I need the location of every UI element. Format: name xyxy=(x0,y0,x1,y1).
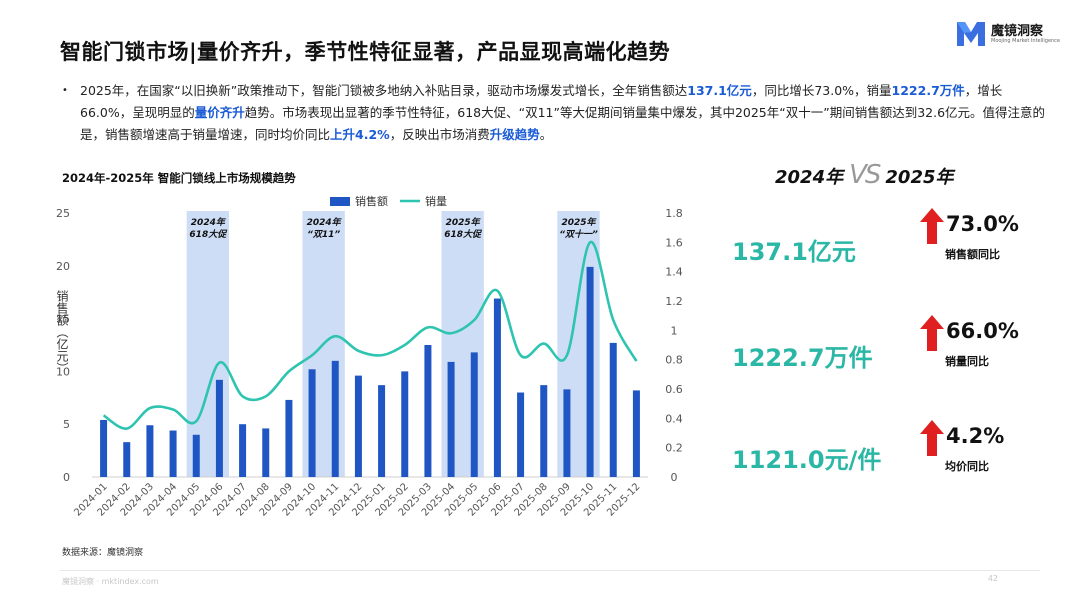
bar-sales xyxy=(285,399,293,477)
y-tick-label: 15 xyxy=(56,313,70,326)
vs-label: VS xyxy=(849,160,881,190)
growth-percent: 66.0% xyxy=(946,319,1019,343)
y2-tick-label: 0.6 xyxy=(665,383,683,396)
promo-label: 2025年 xyxy=(561,217,597,228)
y2-tick-label: 0.4 xyxy=(665,412,683,425)
page-title: 智能门锁市场|量价齐升，季节性特征显著，产品显现高端化趋势 xyxy=(60,40,671,64)
y-tick-label: 25 xyxy=(56,207,70,220)
legend-swatch-sales xyxy=(330,197,350,206)
metric-price-value: 1121.0元/件 xyxy=(732,446,882,474)
bar-sales xyxy=(100,419,108,477)
bar-sales xyxy=(146,425,154,477)
summary-segment: ，反映出市场消费 xyxy=(389,127,490,142)
bar-sales xyxy=(424,345,432,477)
y-tick-label: 0 xyxy=(63,471,70,484)
footer-divider xyxy=(60,570,1040,571)
bar-sales xyxy=(378,385,386,477)
promo-label: 2025年 xyxy=(446,217,482,228)
growth-price: 4.2% 均价同比 xyxy=(920,420,1040,480)
y-tick-label: 5 xyxy=(63,418,70,431)
metric-volume-value: 1222.7万件 xyxy=(732,344,873,372)
y-tick-label: 10 xyxy=(56,365,70,378)
growth-percent: 4.2% xyxy=(946,424,1005,448)
bar-sales xyxy=(123,442,131,477)
summary-paragraph: • 2025年，在国家“以旧换新”政策推动下，智能门锁被多地纳入补贴目录，驱动市… xyxy=(62,80,1047,146)
bar-sales xyxy=(563,389,571,477)
promo-label: 618大促 xyxy=(444,229,483,240)
y2-tick-label: 1.8 xyxy=(665,207,683,220)
summary-text: 2025年，在国家“以旧换新”政策推动下，智能门锁被多地纳入补贴目录，驱动市场爆… xyxy=(80,80,1047,146)
logo-subtitle: Moojing Market Intelligence xyxy=(991,38,1061,44)
page-number: 42 xyxy=(987,574,998,583)
y2-tick-label: 0.8 xyxy=(665,354,683,367)
y-axis-title: 销售额（亿元） xyxy=(55,290,69,374)
bullet-point: • xyxy=(62,85,68,96)
line-volume xyxy=(102,241,638,430)
legend-label-volume: 销量 xyxy=(425,194,447,208)
highlight-text: 升级趋势 xyxy=(489,127,540,142)
summary-segment: ，增长66.0%，呈现明显的 xyxy=(80,83,1003,120)
comparison-header: 2024年 VS 2025年 xyxy=(775,160,954,190)
bar-sales xyxy=(632,390,640,477)
bar-sales xyxy=(262,428,270,477)
bar-sales xyxy=(308,369,316,477)
promo-label: 2024年 xyxy=(191,217,227,228)
metric-sales-value: 137.1亿元 xyxy=(732,238,856,266)
bar-sales xyxy=(540,385,548,477)
y2-tick-label: 1.2 xyxy=(665,295,683,308)
bar-sales xyxy=(517,392,525,477)
year-left: 2024年 xyxy=(775,167,844,188)
footer-text: 魔镜洞察 · mktindex.com xyxy=(62,577,159,586)
summary-segment: 2025年，在国家“以旧换新”政策推动下，智能门锁被多地纳入补贴目录，驱动市场爆… xyxy=(80,83,688,98)
bar-sales xyxy=(493,298,501,477)
promo-label: 618大促 xyxy=(189,229,228,240)
bar-sales xyxy=(609,342,617,477)
growth-label: 均价同比 xyxy=(945,460,989,473)
logo-mark-icon xyxy=(957,22,985,46)
brand-logo: 魔镜洞察 Moojing Market Intelligence xyxy=(955,18,1060,48)
up-arrow-icon xyxy=(920,315,944,351)
bar-sales xyxy=(331,360,339,477)
growth-volume: 66.0% 销量同比 xyxy=(920,315,1040,375)
highlight-text: 量价齐升 xyxy=(194,105,245,120)
bar-sales xyxy=(354,375,362,477)
year-right: 2025年 xyxy=(885,167,954,188)
summary-segment: 趋势。市场表现出显著的季节性特征，618大促、“双11”等大促期间销量集中爆发，… xyxy=(80,105,1046,142)
y-tick-label: 20 xyxy=(56,260,70,273)
bar-sales xyxy=(239,424,247,477)
highlight-text: 1222.7万件 xyxy=(891,83,965,98)
summary-segment: ，同比增长73.0%，销量 xyxy=(751,83,892,98)
highlight-text: 上升4.2% xyxy=(330,127,390,142)
logo-name: 魔镜洞察 xyxy=(991,24,1044,39)
bar-sales xyxy=(192,434,200,477)
y2-tick-label: 1.4 xyxy=(665,266,683,279)
summary-segment: 。 xyxy=(539,127,553,142)
legend-label-sales: 销售额 xyxy=(355,194,388,208)
y2-tick-label: 1 xyxy=(671,324,678,337)
bar-sales xyxy=(470,352,478,477)
promo-label: “双11” xyxy=(307,229,340,240)
growth-sales: 73.0% 销售额同比 xyxy=(920,208,1040,268)
growth-label: 销量同比 xyxy=(945,355,989,368)
combo-chart: 2024年618大促2024年“双11”2025年618大促2025年“双十一”… xyxy=(55,194,683,519)
promo-label: 2024年 xyxy=(307,217,343,228)
growth-label: 销售额同比 xyxy=(945,248,1000,261)
bar-sales xyxy=(401,371,409,477)
bar-sales xyxy=(586,266,594,477)
y2-tick-label: 0.2 xyxy=(665,442,683,455)
growth-percent: 73.0% xyxy=(946,212,1019,236)
up-arrow-icon xyxy=(920,420,944,456)
bar-sales xyxy=(215,379,223,477)
data-source: 数据来源：魔镜洞察 xyxy=(62,548,144,558)
highlight-text: 137.1亿元 xyxy=(687,83,752,98)
bar-sales xyxy=(447,361,455,477)
y2-tick-label: 1.6 xyxy=(665,236,683,249)
bar-sales xyxy=(169,430,177,477)
promo-label: “双十一” xyxy=(559,229,598,240)
up-arrow-icon xyxy=(920,208,944,244)
y2-tick-label: 0 xyxy=(671,471,678,484)
chart-title: 2024年-2025年 智能门锁线上市场规模趋势 xyxy=(62,171,296,185)
